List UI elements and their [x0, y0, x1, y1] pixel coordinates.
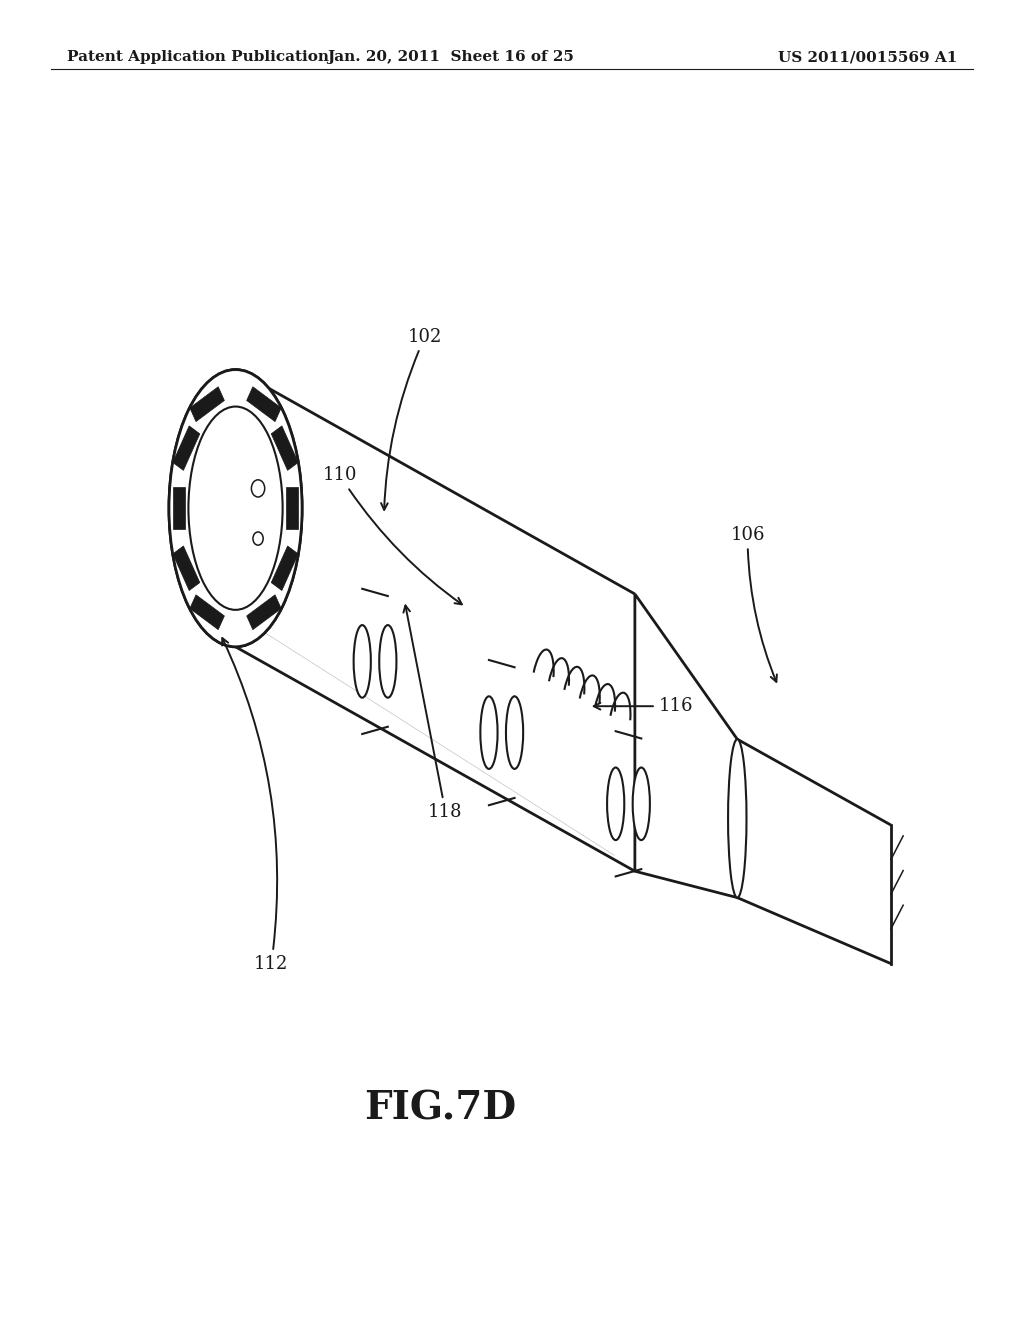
- Polygon shape: [173, 426, 200, 470]
- Ellipse shape: [253, 532, 263, 545]
- Ellipse shape: [252, 479, 264, 498]
- Polygon shape: [271, 546, 298, 590]
- Text: 102: 102: [381, 327, 442, 510]
- Polygon shape: [173, 426, 200, 470]
- Text: Jan. 20, 2011  Sheet 16 of 25: Jan. 20, 2011 Sheet 16 of 25: [327, 50, 574, 65]
- Polygon shape: [247, 387, 282, 421]
- Polygon shape: [287, 487, 299, 529]
- Ellipse shape: [188, 407, 283, 610]
- Polygon shape: [172, 487, 185, 529]
- Polygon shape: [271, 546, 298, 590]
- Polygon shape: [247, 387, 282, 421]
- Text: 116: 116: [594, 697, 693, 715]
- Polygon shape: [173, 546, 200, 590]
- Polygon shape: [271, 426, 298, 470]
- Text: 118: 118: [403, 606, 463, 821]
- Polygon shape: [247, 595, 282, 630]
- Ellipse shape: [379, 626, 396, 698]
- Ellipse shape: [252, 479, 264, 498]
- Ellipse shape: [633, 767, 650, 840]
- Polygon shape: [189, 595, 224, 630]
- Ellipse shape: [728, 739, 746, 898]
- Ellipse shape: [506, 697, 523, 768]
- Text: US 2011/0015569 A1: US 2011/0015569 A1: [778, 50, 957, 65]
- Ellipse shape: [188, 407, 283, 610]
- Polygon shape: [287, 487, 299, 529]
- Polygon shape: [189, 595, 224, 630]
- Ellipse shape: [169, 370, 302, 647]
- Ellipse shape: [253, 532, 263, 545]
- Ellipse shape: [169, 370, 302, 647]
- Text: 106: 106: [730, 525, 777, 682]
- Text: 110: 110: [323, 466, 462, 605]
- Polygon shape: [189, 387, 224, 421]
- Text: Patent Application Publication: Patent Application Publication: [67, 50, 329, 65]
- Ellipse shape: [480, 697, 498, 768]
- Polygon shape: [247, 595, 282, 630]
- Polygon shape: [172, 487, 185, 529]
- Polygon shape: [236, 370, 635, 871]
- Polygon shape: [173, 546, 200, 590]
- Polygon shape: [189, 387, 224, 421]
- Polygon shape: [271, 426, 298, 470]
- Polygon shape: [635, 594, 737, 898]
- Text: 112: 112: [222, 638, 289, 973]
- Ellipse shape: [353, 626, 371, 698]
- Ellipse shape: [607, 767, 625, 840]
- Text: FIG.7D: FIG.7D: [365, 1090, 516, 1127]
